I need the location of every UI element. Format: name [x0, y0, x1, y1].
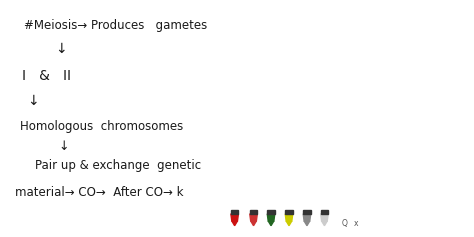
- Text: ↓: ↓: [27, 94, 38, 108]
- Text: #Meiosis→ Produces   gametes: #Meiosis→ Produces gametes: [24, 19, 208, 32]
- Polygon shape: [320, 214, 328, 221]
- Text: ↓: ↓: [43, 140, 70, 153]
- Polygon shape: [251, 221, 256, 226]
- Polygon shape: [285, 214, 293, 221]
- Polygon shape: [304, 221, 310, 226]
- Polygon shape: [250, 214, 257, 221]
- Text: ↓: ↓: [55, 42, 67, 56]
- Text: I   &   II: I & II: [22, 69, 71, 83]
- Text: x: x: [354, 219, 359, 228]
- Text: Homologous  chromosomes: Homologous chromosomes: [19, 120, 183, 133]
- Polygon shape: [303, 214, 311, 221]
- Polygon shape: [268, 221, 274, 226]
- Polygon shape: [267, 210, 275, 214]
- Text: Q: Q: [342, 219, 348, 228]
- Polygon shape: [232, 221, 237, 226]
- Polygon shape: [231, 210, 238, 214]
- Text: Pair up & exchange  genetic: Pair up & exchange genetic: [19, 159, 201, 172]
- Polygon shape: [250, 210, 257, 214]
- Polygon shape: [267, 214, 275, 221]
- Polygon shape: [286, 221, 292, 226]
- Polygon shape: [303, 210, 311, 214]
- Polygon shape: [320, 210, 328, 214]
- Polygon shape: [321, 221, 327, 226]
- Polygon shape: [285, 210, 293, 214]
- Text: material→ CO→  After CO→ k: material→ CO→ After CO→ k: [15, 186, 183, 199]
- Polygon shape: [231, 214, 238, 221]
